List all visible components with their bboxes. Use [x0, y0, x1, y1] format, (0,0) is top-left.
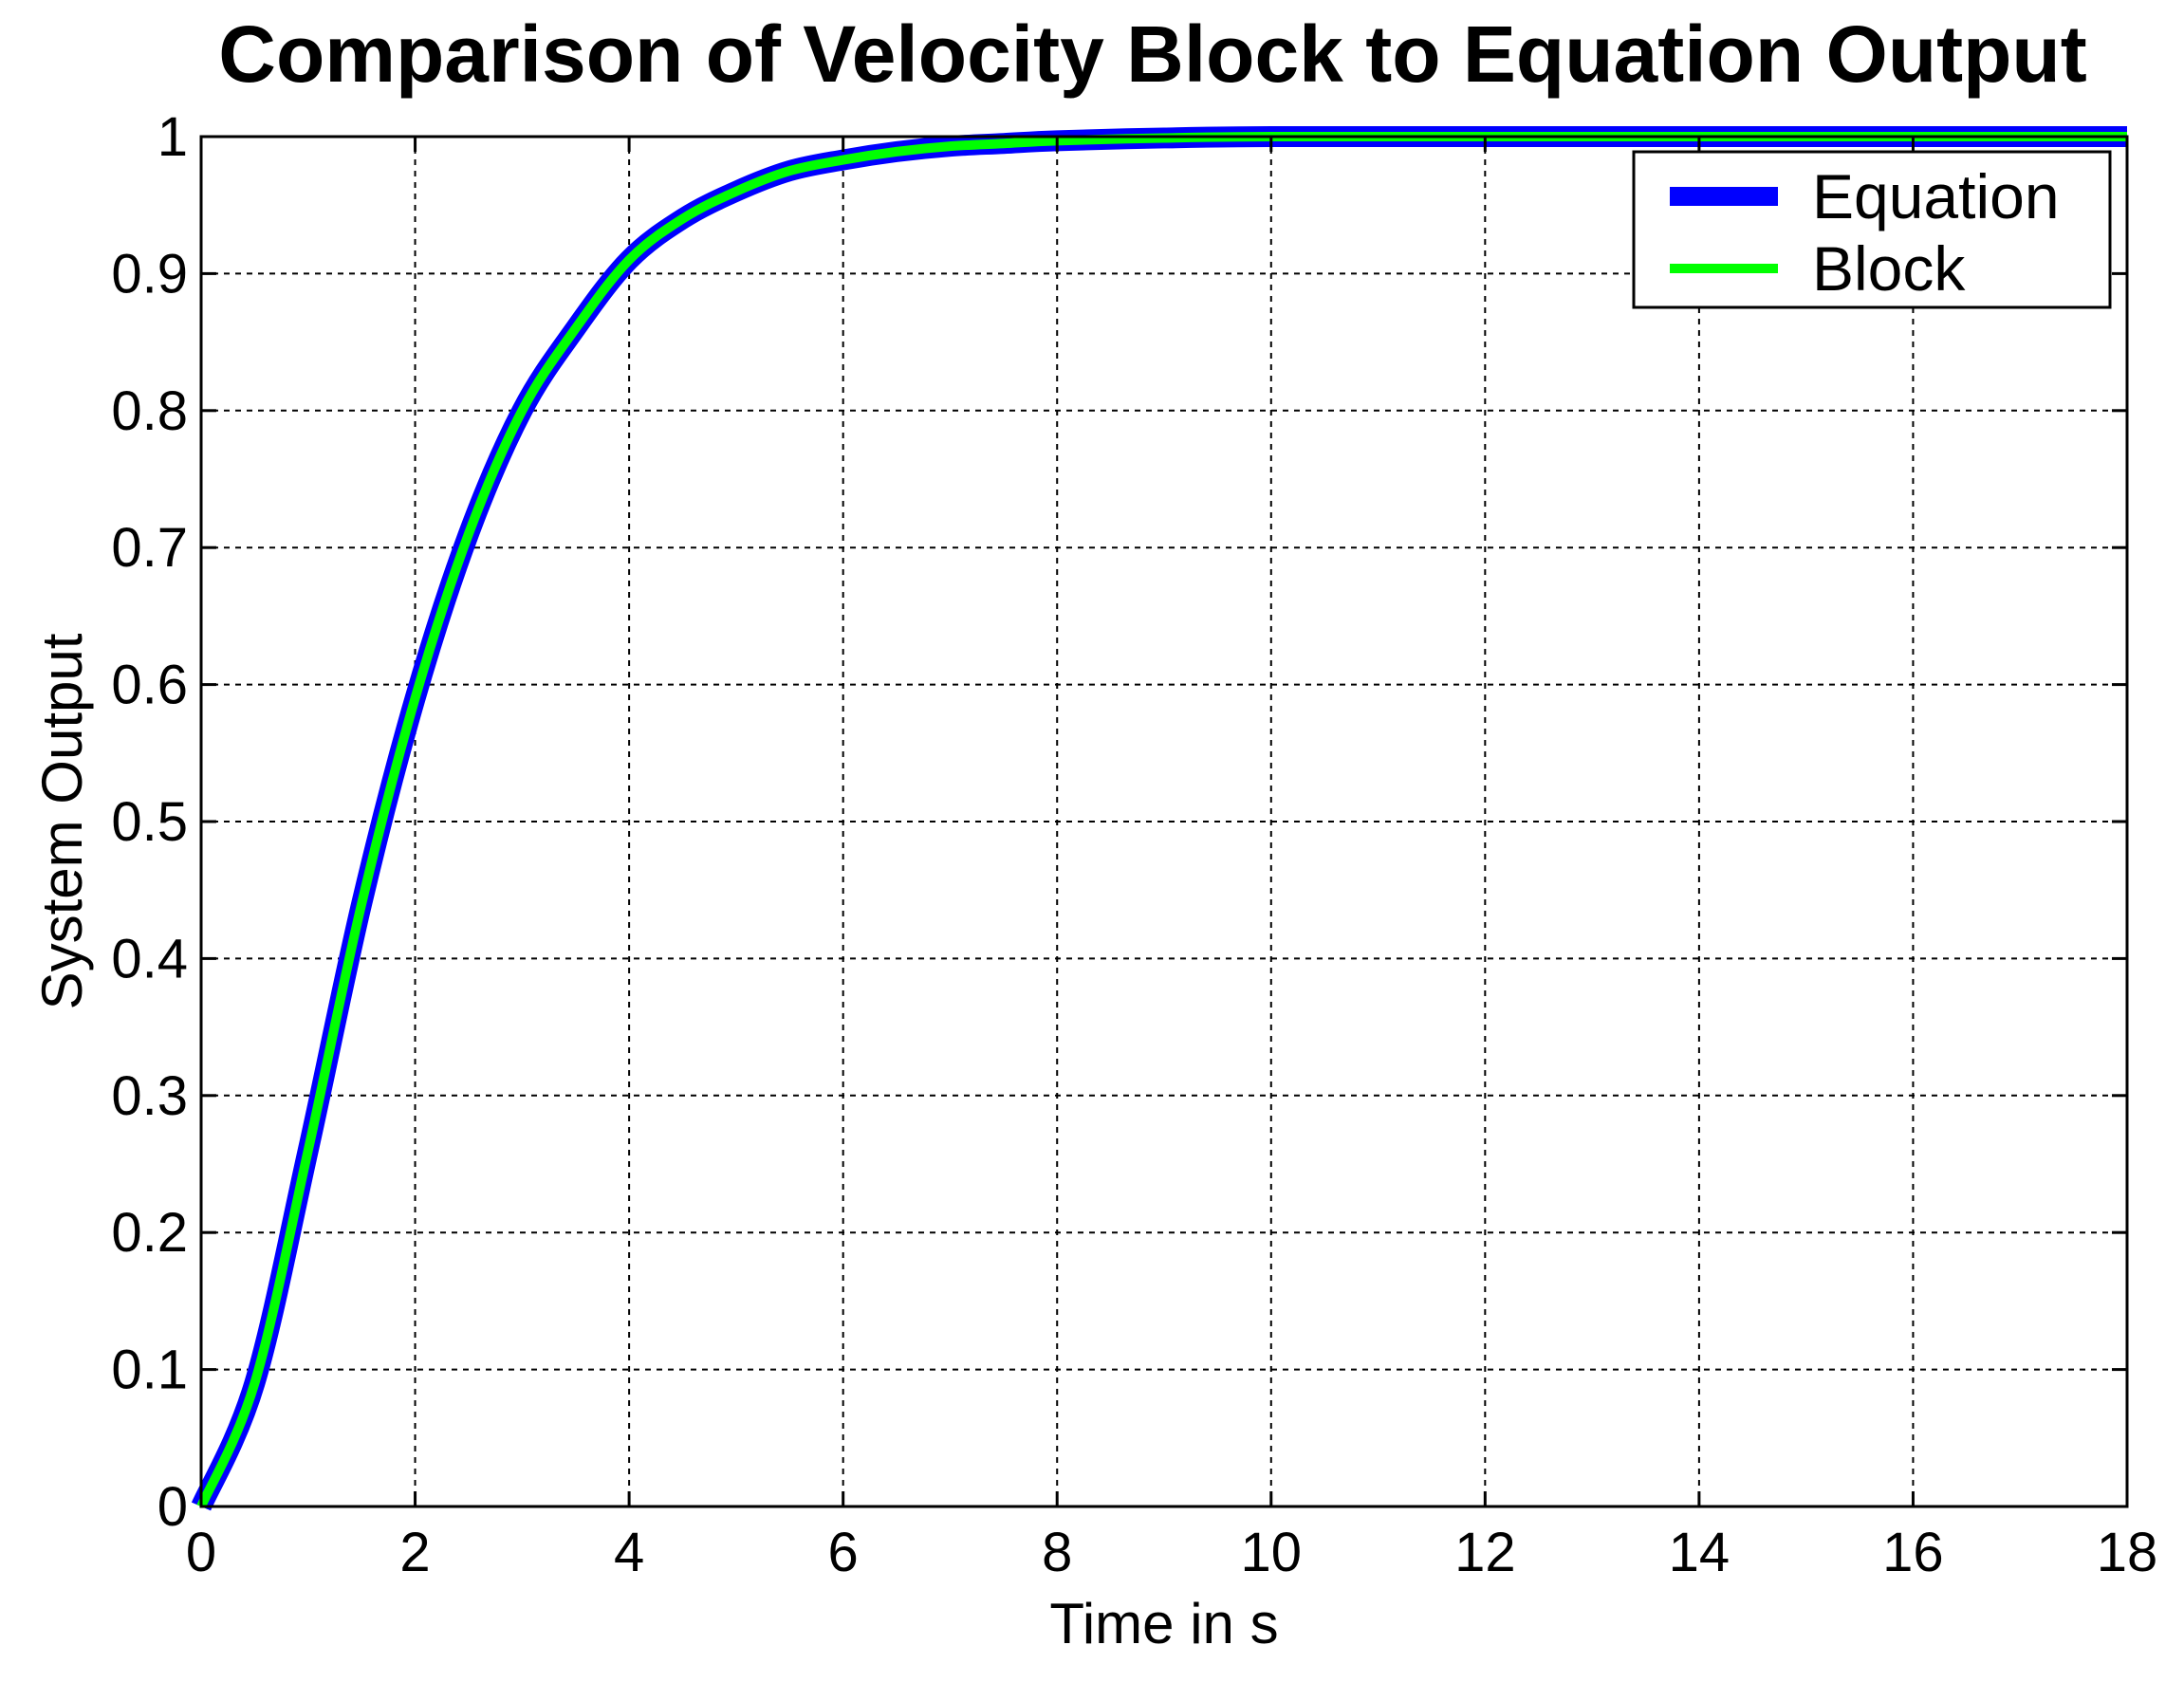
y-tick-label: 0.2 — [111, 1202, 188, 1264]
y-tick-label: 0.1 — [111, 1340, 188, 1401]
x-axis-label: Time in s — [1049, 1592, 1278, 1655]
legend-box — [1632, 150, 2112, 309]
x-tick-label: 8 — [1042, 1522, 1072, 1583]
legend: Equation Block — [1632, 150, 2112, 309]
tick-layer — [199, 135, 2129, 1508]
y-axis-label: System Output — [30, 633, 94, 1009]
y-tick-label: 0.8 — [111, 380, 188, 442]
x-tick-label: 14 — [1669, 1522, 1731, 1583]
y-tick-label: 1 — [157, 106, 188, 168]
x-tick-label: 18 — [2097, 1522, 2158, 1583]
x-tick-label: 2 — [399, 1522, 430, 1583]
x-tick-label: 16 — [1882, 1522, 1944, 1583]
tick-label-layer: 0 2 4 6 8 10 12 14 16 18 0 0.1 0.2 0.3 0.4 0.5 0.6 0.7 0.8… — [111, 106, 2157, 1583]
x-tick-label: 10 — [1241, 1522, 1303, 1583]
legend-label-block: Block — [1812, 233, 1966, 304]
y-tick-label: 0.5 — [111, 791, 188, 853]
y-tick-label: 0.7 — [111, 517, 188, 579]
chart-title: Comparison of Velocity Block to Equation… — [218, 9, 2086, 99]
x-tick-label: 0 — [186, 1522, 216, 1583]
y-tick-label: 0.4 — [111, 928, 188, 989]
y-tick-label: 0.6 — [111, 655, 188, 716]
legend-label-equation: Equation — [1812, 161, 2060, 231]
y-tick-label: 0.3 — [111, 1065, 188, 1127]
x-tick-label: 6 — [828, 1522, 859, 1583]
y-tick-label: 0.9 — [111, 243, 188, 305]
x-tick-label: 4 — [614, 1522, 644, 1583]
y-tick-label: 0 — [157, 1476, 188, 1538]
x-tick-label: 12 — [1454, 1522, 1516, 1583]
